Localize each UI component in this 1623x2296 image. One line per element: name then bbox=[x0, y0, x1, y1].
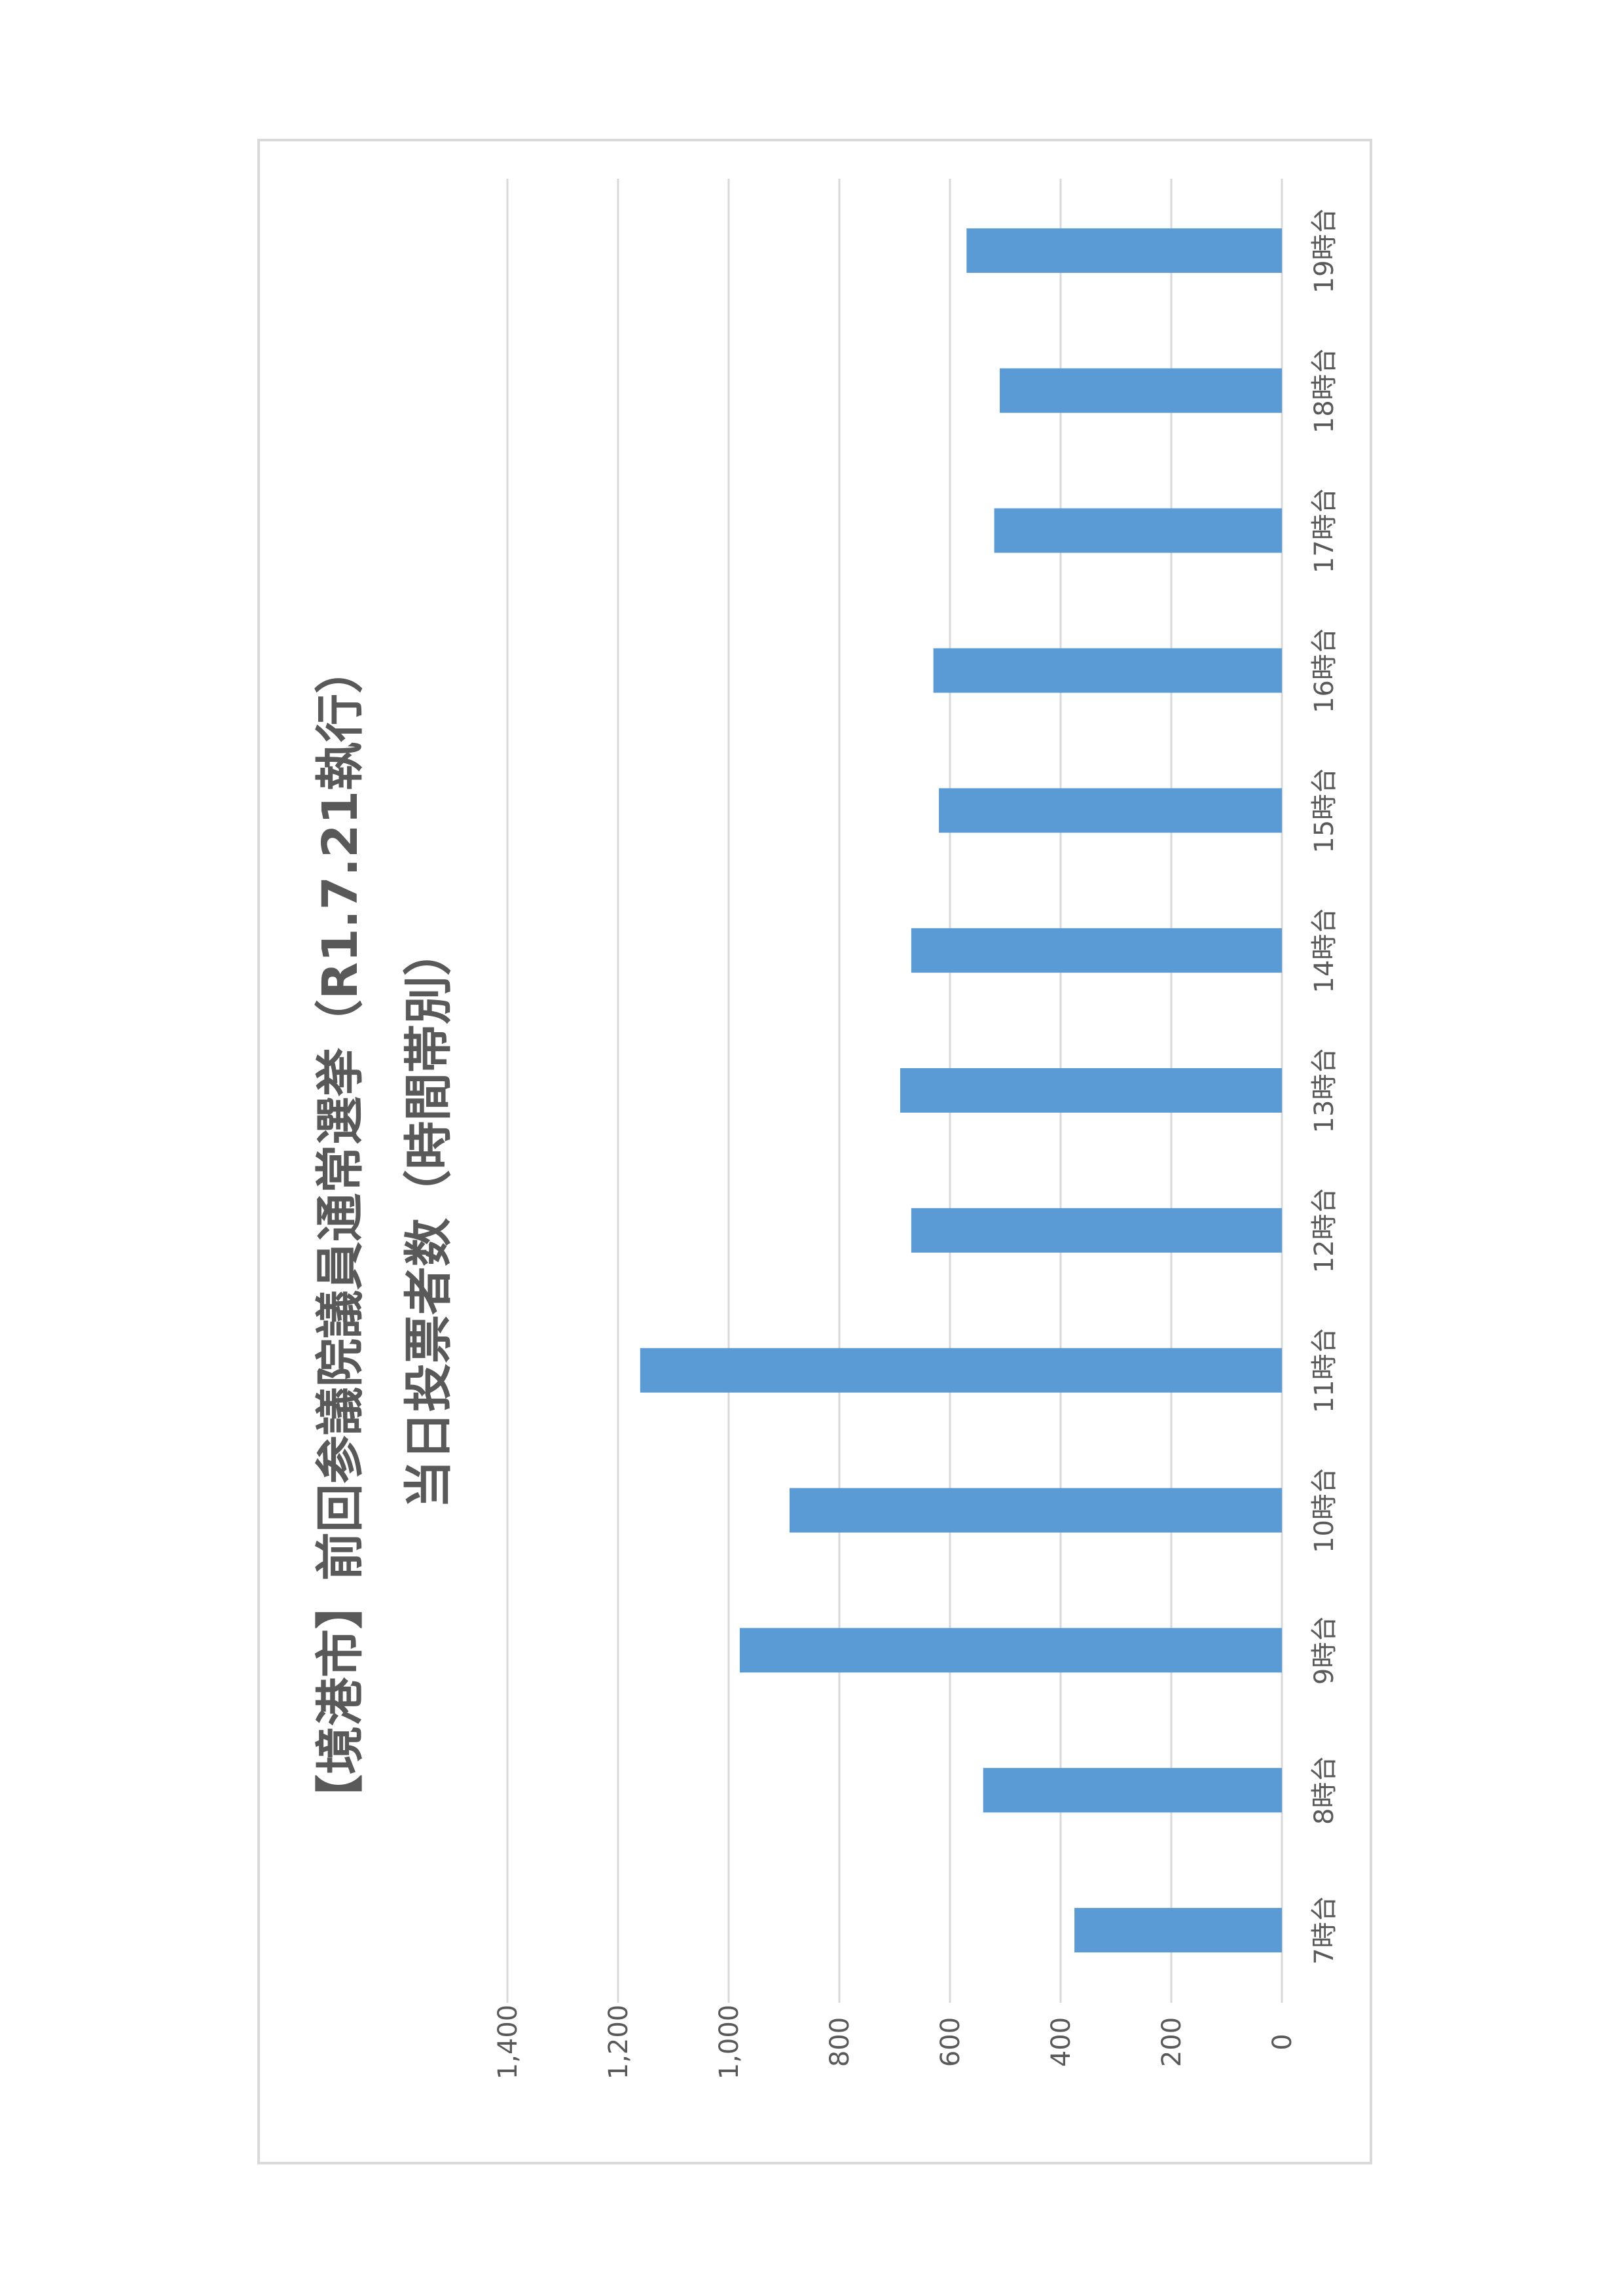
bar bbox=[966, 228, 1282, 273]
category-tick-label: 13時台 bbox=[1309, 1048, 1340, 1134]
value-tick-label: 1,200 bbox=[604, 2005, 634, 2080]
bar bbox=[994, 508, 1282, 553]
grid-lines bbox=[506, 179, 1283, 2003]
chart-subtitle: 当日投票者数（時間帯別） bbox=[401, 927, 457, 1509]
bar bbox=[1000, 368, 1282, 413]
value-tick-label: 800 bbox=[825, 2017, 855, 2067]
bar bbox=[939, 788, 1282, 833]
bar bbox=[911, 928, 1282, 973]
chart-frame bbox=[257, 139, 1372, 2164]
category-tick-label: 17時台 bbox=[1309, 488, 1340, 573]
category-tick-label: 8時台 bbox=[1309, 1756, 1340, 1825]
value-tick-label: 600 bbox=[936, 2017, 966, 2067]
bar bbox=[983, 1768, 1282, 1813]
category-axis-ticks: 7時台 8時台 9時台 10時台 11時台 12時台 13時台 14時台 15時台 16時台 17時… bbox=[1309, 207, 1340, 1964]
category-tick-label: 18時台 bbox=[1309, 348, 1340, 433]
value-axis-ticks: 0 200 400 600 800 1,000 1,200 1,400 bbox=[493, 2005, 1298, 2080]
category-tick-label: 14時台 bbox=[1309, 908, 1340, 994]
value-tick-label: 400 bbox=[1046, 2017, 1076, 2067]
category-tick-label: 15時台 bbox=[1309, 768, 1340, 853]
bars bbox=[640, 228, 1282, 1953]
category-tick-label: 16時台 bbox=[1309, 628, 1340, 713]
category-tick-label: 19時台 bbox=[1309, 207, 1340, 293]
value-tick-label: 0 bbox=[1267, 2034, 1298, 2050]
bar bbox=[1074, 1908, 1282, 1953]
chart-title: 【境港市】前回参議院議員通常選挙（R1.7.21執行） bbox=[312, 645, 369, 1823]
bar bbox=[911, 1208, 1282, 1253]
bar bbox=[739, 1628, 1282, 1673]
value-tick-label: 1,400 bbox=[493, 2005, 523, 2080]
value-tick-label: 1,000 bbox=[714, 2005, 744, 2080]
category-tick-label: 11時台 bbox=[1309, 1327, 1340, 1413]
bar bbox=[933, 648, 1282, 693]
category-tick-label: 7時台 bbox=[1309, 1895, 1340, 1964]
bar bbox=[900, 1068, 1282, 1113]
category-tick-label: 12時台 bbox=[1309, 1187, 1340, 1273]
category-tick-label: 9時台 bbox=[1309, 1616, 1340, 1685]
value-tick-label: 200 bbox=[1157, 2017, 1187, 2067]
bar bbox=[789, 1488, 1282, 1533]
category-tick-label: 10時台 bbox=[1309, 1467, 1340, 1553]
bar bbox=[640, 1348, 1282, 1393]
